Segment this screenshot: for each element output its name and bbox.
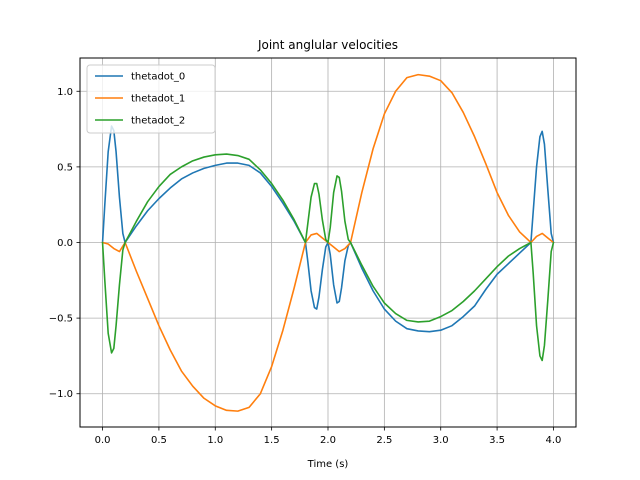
x-tick-label: 1.5 bbox=[264, 435, 280, 446]
x-tick-label: 4.0 bbox=[546, 435, 562, 446]
legend-label-thetadot_0: thetadot_0 bbox=[131, 72, 185, 83]
legend-label-thetadot_2: thetadot_2 bbox=[131, 116, 185, 127]
x-tick-label: 2.0 bbox=[320, 435, 336, 446]
y-tick-label: 0.0 bbox=[57, 238, 73, 249]
tick-marks: 0.0 0.5 1.0 1.5 2.0 2.5 3.0 3.5 4.0 −1.0 −0.5 0.0 0.… bbox=[49, 87, 562, 446]
x-tick-label: 2.5 bbox=[376, 435, 392, 446]
x-axis-label: Time (s) bbox=[307, 459, 349, 470]
series-lines bbox=[101, 73, 555, 412]
y-tick-label: −1.0 bbox=[49, 389, 73, 400]
y-tick-label: 0.5 bbox=[57, 162, 73, 173]
legend-box bbox=[86, 64, 216, 134]
y-tick-label: −0.5 bbox=[49, 314, 73, 325]
x-tick-label: 3.5 bbox=[489, 435, 505, 446]
legend-label-thetadot_1: thetadot_1 bbox=[131, 94, 185, 105]
x-tick-label: 0.0 bbox=[95, 435, 111, 446]
x-tick-label: 1.0 bbox=[207, 435, 223, 446]
legend: thetadot_0 thetadot_1 thetadot_2 bbox=[86, 64, 216, 134]
chart-title: Joint anglular velocities bbox=[257, 38, 398, 52]
series-line-thetadot_2 bbox=[101, 153, 555, 362]
y-tick-label: 1.0 bbox=[57, 87, 73, 98]
x-tick-label: 3.0 bbox=[433, 435, 449, 446]
x-tick-label: 0.5 bbox=[151, 435, 167, 446]
